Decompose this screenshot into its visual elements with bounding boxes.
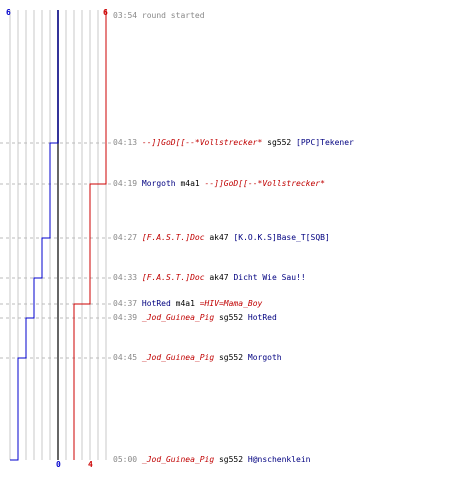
- player-name: _Jod_Guinea_Pig: [141, 353, 215, 362]
- event-time: 03:54: [113, 11, 142, 20]
- red-team-series: [73, 10, 107, 460]
- blue-end-count: 0: [56, 460, 61, 469]
- kill-log-entry: 04:13 --]]GoD[[--*Vollstrecker* sg552 [P…: [113, 138, 354, 148]
- player-name: [F.A.S.T.]Doc: [141, 233, 205, 242]
- weapon-name: sg552: [214, 455, 248, 464]
- event-time: 04:33: [113, 273, 142, 282]
- event-time: 04:19: [113, 179, 142, 188]
- event-time: 04:39: [113, 313, 142, 322]
- red-end-count: 4: [88, 460, 93, 469]
- weapon-name: m4a1: [175, 179, 205, 188]
- kill-log-entry: 04:37 HotRed m4a1 =HIV=Mama_Boy: [113, 299, 262, 309]
- player-name: Morgoth: [141, 179, 176, 188]
- weapon-name: m4a1: [170, 299, 200, 308]
- weapon-name: sg552: [214, 353, 248, 362]
- player-name: --]]GoD[[--*Vollstrecker*: [141, 138, 263, 147]
- kill-log-entry: 04:45 _Jod_Guinea_Pig sg552 Morgoth: [113, 353, 282, 363]
- player-name: [K.O.K.S]Base_T[SQB]: [233, 233, 330, 242]
- player-name: H@nschenklein: [247, 455, 311, 464]
- player-name: HotRed: [141, 299, 171, 308]
- player-name: --]]GoD[[--*Vollstrecker*: [204, 179, 325, 188]
- kill-log-entry: 05:00 _Jod_Guinea_Pig sg552 H@nschenklei…: [113, 455, 311, 465]
- player-name: Dicht Wie Sau!!: [233, 273, 306, 282]
- weapon-name: sg552: [214, 313, 248, 322]
- player-name: _Jod_Guinea_Pig: [141, 313, 215, 322]
- weapon-name: ak47: [204, 273, 234, 282]
- kill-log-entry: 04:27 [F.A.S.T.]Doc ak47 [K.O.K.S]Base_T…: [113, 233, 330, 243]
- weapon-name: sg552: [262, 138, 297, 147]
- kill-log-entry: 04:33 [F.A.S.T.]Doc ak47 Dicht Wie Sau!!: [113, 273, 306, 283]
- event-time: 04:45: [113, 353, 142, 362]
- blue-start-count: 6: [6, 8, 11, 17]
- event-time: 04:13: [113, 138, 142, 147]
- player-name: _Jod_Guinea_Pig: [141, 455, 215, 464]
- red-start-count: 6: [103, 8, 108, 17]
- event-guides: [0, 142, 112, 359]
- kill-log-entry: 04:19 Morgoth m4a1 --]]GoD[[--*Vollstrec…: [113, 179, 325, 189]
- player-name: HotRed: [247, 313, 277, 322]
- event-time: 04:27: [113, 233, 142, 242]
- event-time: 04:37: [113, 299, 142, 308]
- blue-team-series: [10, 10, 59, 461]
- player-name: Morgoth: [247, 353, 282, 362]
- event-time: 05:00: [113, 455, 142, 464]
- weapon-name: ak47: [204, 233, 234, 242]
- player-name: =HIV=Mama_Boy: [199, 299, 263, 308]
- kill-log-entry: 03:54 round started: [113, 11, 205, 21]
- player-name: [F.A.S.T.]Doc: [141, 273, 205, 282]
- event-text: round started: [141, 11, 205, 20]
- player-name: [PPC]Tekener: [296, 138, 354, 147]
- kill-log-entry: 04:39 _Jod_Guinea_Pig sg552 HotRed: [113, 313, 277, 323]
